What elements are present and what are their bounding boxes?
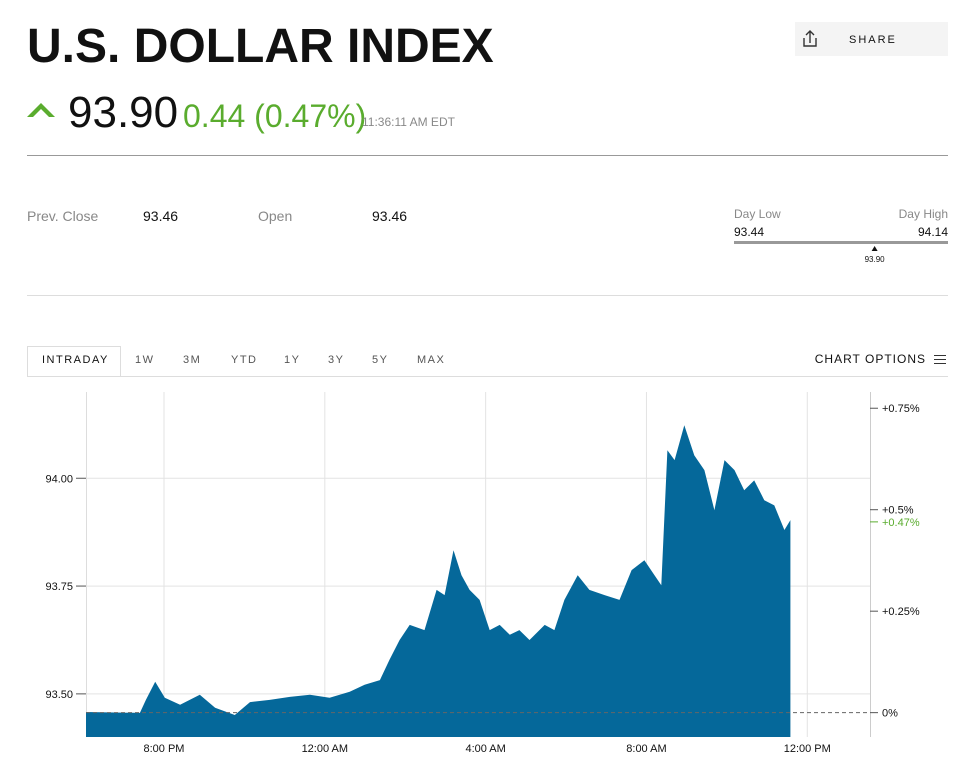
stat-value: 93.46 bbox=[372, 208, 407, 224]
price-area bbox=[86, 425, 791, 737]
tab[interactable]: 3Y bbox=[328, 354, 344, 366]
x-tick-label: 8:00 PM bbox=[144, 743, 185, 755]
time: 11:36:11 AM EDT bbox=[362, 115, 456, 129]
range-current: 93.90 bbox=[865, 255, 886, 264]
tab[interactable]: 1W bbox=[135, 354, 155, 366]
menu-icon[interactable] bbox=[934, 355, 946, 364]
x-tick-label: 4:00 AM bbox=[465, 743, 505, 755]
x-tick-label: 12:00 PM bbox=[784, 743, 831, 755]
share-icon[interactable] bbox=[803, 30, 817, 47]
y2-tick-label: +0.25% bbox=[882, 606, 920, 618]
day-high-label: Day High bbox=[899, 207, 948, 221]
day-high: 94.14 bbox=[918, 225, 948, 239]
tab[interactable]: 1Y bbox=[284, 354, 300, 366]
up-arrow bbox=[27, 103, 55, 117]
change: 0.44 (0.47%) bbox=[183, 98, 366, 134]
active-tab[interactable] bbox=[27, 346, 121, 377]
x-tick-label: 8:00 AM bbox=[626, 743, 666, 755]
y2-tick-label: 0% bbox=[882, 708, 898, 720]
share-bg[interactable] bbox=[795, 22, 948, 56]
current-label: +0.47% bbox=[882, 517, 920, 529]
y-tick-label: 93.75 bbox=[45, 581, 73, 593]
price: 93.90 bbox=[68, 88, 178, 137]
title: U.S. DOLLAR INDEX bbox=[27, 20, 494, 73]
stat-label: Open bbox=[258, 208, 292, 224]
tab[interactable]: 5Y bbox=[372, 354, 388, 366]
share-button[interactable]: SHARE bbox=[795, 22, 948, 56]
y-tick-label: 94.00 bbox=[45, 473, 73, 485]
tab[interactable]: 3M bbox=[183, 354, 201, 366]
chart-options[interactable]: CHART OPTIONS bbox=[815, 352, 926, 366]
stat-label: Prev. Close bbox=[27, 208, 99, 224]
stat-value: 93.46 bbox=[143, 208, 178, 224]
day-low: 93.44 bbox=[734, 225, 764, 239]
y2-tick-label: +0.75% bbox=[882, 403, 920, 415]
range-bar bbox=[734, 241, 948, 244]
tab[interactable]: MAX bbox=[417, 354, 445, 366]
tab[interactable]: INTRADAY bbox=[42, 354, 109, 366]
y2-tick-label: +0.5% bbox=[882, 505, 914, 517]
y-tick-label: 93.50 bbox=[45, 689, 73, 701]
x-tick-label: 12:00 AM bbox=[302, 743, 348, 755]
day-low-label: Day Low bbox=[734, 207, 781, 221]
tab[interactable]: YTD bbox=[231, 354, 258, 366]
range-marker bbox=[871, 246, 878, 251]
share-label[interactable]: SHARE bbox=[849, 34, 897, 46]
